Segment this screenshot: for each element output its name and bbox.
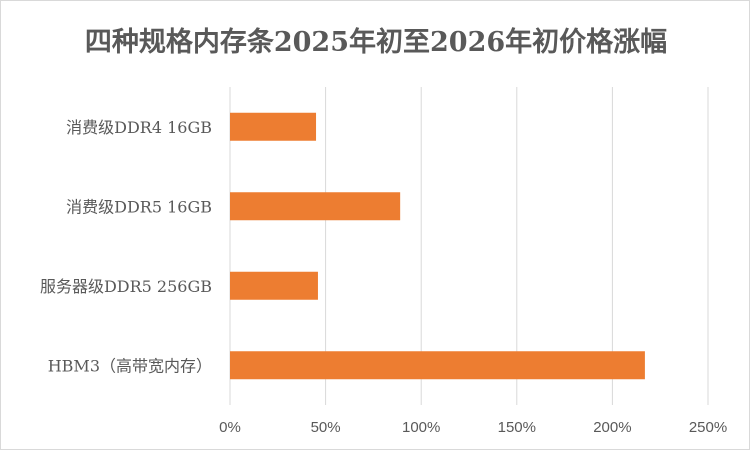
x-tick-label: 0% (219, 419, 241, 436)
category-label: 消费级DDR5 16GB (66, 197, 212, 216)
bars (230, 112, 645, 380)
category-label: 消费级DDR4 16GB (66, 118, 212, 137)
bar (230, 351, 645, 380)
bar (230, 112, 317, 141)
bar (230, 192, 401, 221)
x-tick-label: 50% (311, 419, 341, 436)
category-label: 服务器级DDR5 256GB (40, 277, 212, 296)
tick-labels: 0% 50% 100% 150% 200% 250% (219, 419, 727, 436)
x-tick-label: 250% (689, 419, 727, 436)
x-tick-label: 150% (498, 419, 536, 436)
bar (230, 271, 318, 300)
category-labels: 消费级DDR4 16GB 消费级DDR5 16GB 服务器级DDR5 256GB HB… (40, 118, 212, 376)
x-tick-label: 200% (593, 419, 631, 436)
x-tick-label: 100% (402, 419, 440, 436)
chart-title: 四种规格内存条2025年初至2026年初价格涨幅 (84, 27, 668, 58)
category-label: HBM3（高带宽内存） (48, 356, 212, 375)
